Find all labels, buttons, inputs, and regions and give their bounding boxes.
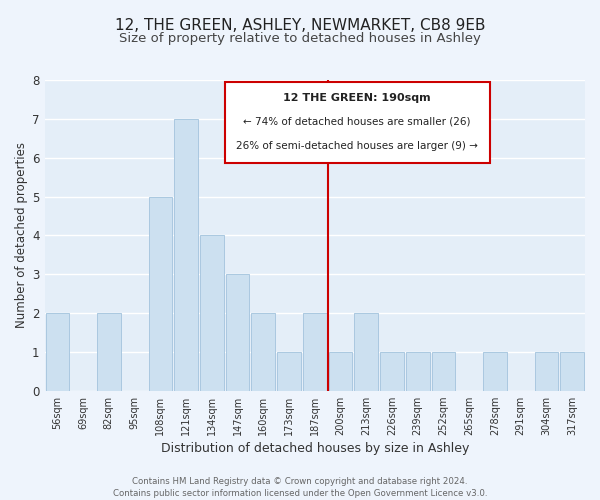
Text: ← 74% of detached houses are smaller (26): ← 74% of detached houses are smaller (26… <box>244 116 471 126</box>
Bar <box>560 352 584 391</box>
Bar <box>226 274 250 390</box>
Text: Size of property relative to detached houses in Ashley: Size of property relative to detached ho… <box>119 32 481 45</box>
Bar <box>406 352 430 391</box>
Text: 26% of semi-detached houses are larger (9) →: 26% of semi-detached houses are larger (… <box>236 140 478 150</box>
Bar <box>535 352 558 391</box>
Bar <box>380 352 404 391</box>
Bar <box>149 196 172 390</box>
Bar <box>251 313 275 390</box>
Bar <box>329 352 352 391</box>
Bar <box>200 236 224 390</box>
FancyBboxPatch shape <box>224 82 490 164</box>
Bar <box>303 313 326 390</box>
Bar <box>174 119 198 390</box>
Bar <box>431 352 455 391</box>
X-axis label: Distribution of detached houses by size in Ashley: Distribution of detached houses by size … <box>161 442 469 455</box>
Bar <box>97 313 121 390</box>
Bar <box>483 352 507 391</box>
Bar <box>46 313 69 390</box>
Text: 12, THE GREEN, ASHLEY, NEWMARKET, CB8 9EB: 12, THE GREEN, ASHLEY, NEWMARKET, CB8 9E… <box>115 18 485 32</box>
Text: Contains HM Land Registry data © Crown copyright and database right 2024.
Contai: Contains HM Land Registry data © Crown c… <box>113 476 487 498</box>
Bar <box>355 313 378 390</box>
Text: 12 THE GREEN: 190sqm: 12 THE GREEN: 190sqm <box>283 94 431 104</box>
Y-axis label: Number of detached properties: Number of detached properties <box>15 142 28 328</box>
Bar <box>277 352 301 391</box>
